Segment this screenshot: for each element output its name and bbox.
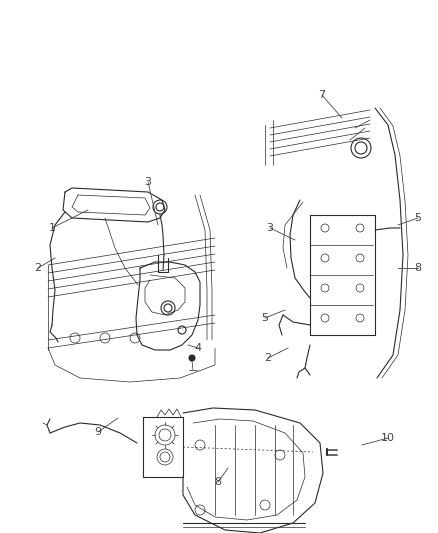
Text: 5: 5	[261, 313, 268, 323]
Text: 2: 2	[35, 263, 42, 273]
Text: 10: 10	[381, 433, 395, 443]
Text: 8: 8	[414, 263, 421, 273]
Text: 8: 8	[215, 477, 222, 487]
Text: 4: 4	[194, 343, 201, 353]
Text: 2: 2	[265, 353, 272, 363]
Text: 9: 9	[95, 427, 102, 437]
Text: 3: 3	[145, 177, 152, 187]
Text: 5: 5	[414, 213, 421, 223]
Text: 3: 3	[266, 223, 273, 233]
Text: 1: 1	[49, 223, 56, 233]
Text: 7: 7	[318, 90, 325, 100]
Circle shape	[189, 355, 195, 361]
